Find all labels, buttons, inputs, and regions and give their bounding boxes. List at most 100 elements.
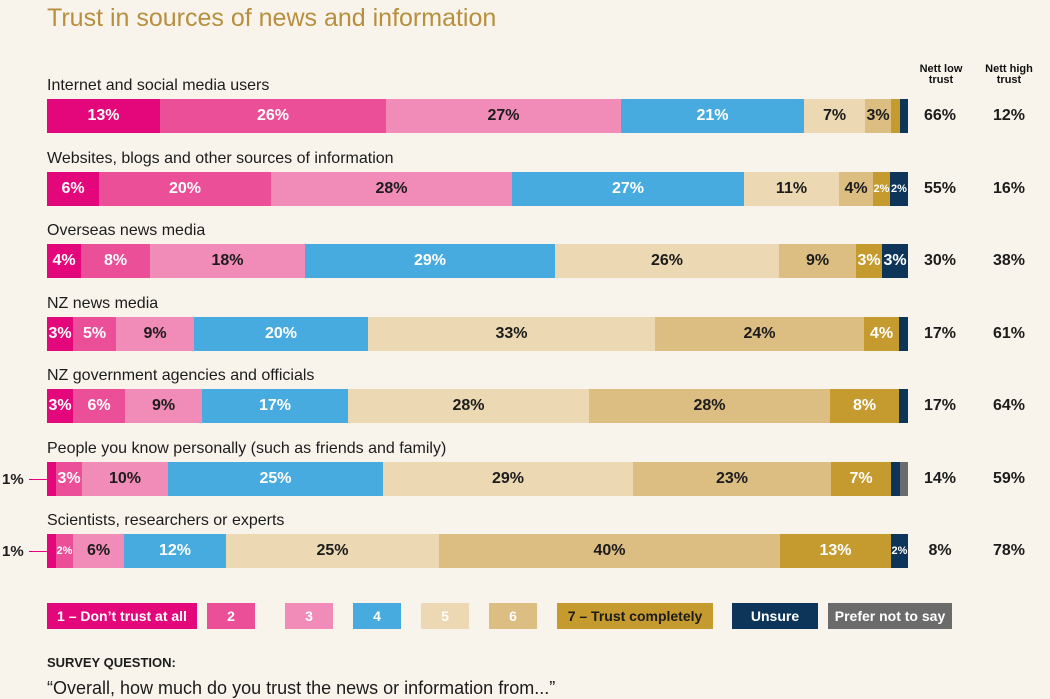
column-header-nett-low: Nett low trust <box>919 63 963 86</box>
bar-segment-c4: 25% <box>168 462 383 496</box>
bar-segment-unsure: 3% <box>882 244 908 278</box>
row-label: Internet and social media users <box>47 77 270 94</box>
chart-title: Trust in sources of news and information <box>47 4 497 32</box>
bar-segment-c6: 24% <box>655 317 864 351</box>
bar-segment-c5: 33% <box>368 317 655 351</box>
chart-row: Internet and social media users 13% 26% 27%… <box>0 77 1050 139</box>
bar-segment-c5: 26% <box>555 244 779 278</box>
row-label: Overseas news media <box>47 222 206 239</box>
stacked-bar: 6% 20% 28% 27% 11% 4% 2% 2% <box>47 172 908 206</box>
chart-row: Websites, blogs and other sources of inf… <box>0 150 1050 212</box>
bar-segment-c7: 7% <box>831 462 891 496</box>
bar-segment-unsure <box>900 99 908 133</box>
nett-high-value: 16% <box>992 180 1026 197</box>
callout-label: 1% <box>2 542 24 560</box>
row-label: People you know personally (such as frie… <box>47 440 447 457</box>
bar-segment-c7: 8% <box>830 389 899 423</box>
bar-segment-c4: 17% <box>202 389 348 423</box>
row-label: NZ government agencies and officials <box>47 367 315 384</box>
stacked-bar: 13% 26% 27% 21% 7% 3% <box>47 99 908 133</box>
stacked-bar: 4% 8% 18% 29% 26% 9% 3% 3% <box>47 244 908 278</box>
nett-high-value: 61% <box>992 325 1026 342</box>
bar-segment-unsure <box>899 389 908 423</box>
bar-segment-c6: 23% <box>633 462 831 496</box>
bar-segment-c3: 18% <box>150 244 305 278</box>
nett-high-value: 64% <box>992 397 1026 414</box>
bar-segment-unsure: 2% <box>891 534 908 568</box>
bar-segment-c7: 13% <box>780 534 891 568</box>
bar-segment-c4: 20% <box>194 317 368 351</box>
bar-segment-pnts <box>900 462 908 496</box>
bar-segment-c4: 12% <box>124 534 226 568</box>
bar-segment-c5: 11% <box>744 172 839 206</box>
bar-segment-c3: 27% <box>386 99 621 133</box>
bar-segment-c3: 6% <box>73 534 124 568</box>
nett-high-value: 78% <box>992 542 1026 559</box>
legend-item-unsure: Unsure <box>732 603 818 629</box>
bar-segment-c1: 3% <box>47 389 73 423</box>
bar-segment-c3: 28% <box>271 172 512 206</box>
bar-segment-c4: 21% <box>621 99 804 133</box>
nett-high-value: 38% <box>992 252 1026 269</box>
bar-segment-c5: 28% <box>348 389 589 423</box>
chart-row: NZ government agencies and officials 3% 6%… <box>0 367 1050 429</box>
legend-item-pnts: Prefer not to say <box>828 603 952 629</box>
bar-segment-c3: 9% <box>125 389 202 423</box>
bar-segment-c2: 3% <box>56 462 82 496</box>
bar-segment-c2: 6% <box>73 389 125 423</box>
nett-low-value: 55% <box>923 180 957 197</box>
chart-row: Overseas news media 4% 8% 18% 29% 26% 9% 3% 3% 30… <box>0 222 1050 284</box>
bar-segment-c1 <box>47 534 56 568</box>
stacked-bar: 3% 5% 9% 20% 33% 24% 4% <box>47 317 908 351</box>
callout-label: 1% <box>2 470 24 488</box>
bar-segment-c6: 9% <box>779 244 856 278</box>
bar-segment-unsure <box>891 462 900 496</box>
bar-segment-c1: 4% <box>47 244 81 278</box>
legend-item-c2: 2 <box>207 603 255 629</box>
bar-segment-c6: 28% <box>589 389 830 423</box>
bar-segment-c7: 4% <box>864 317 899 351</box>
legend-item-c1: 1 – Don’t trust at all <box>47 603 197 629</box>
nett-low-value: 30% <box>923 252 957 269</box>
bar-segment-c6: 4% <box>839 172 873 206</box>
nett-low-value: 66% <box>923 107 957 124</box>
stacked-bar: 3% 6% 9% 17% 28% 28% 8% <box>47 389 908 423</box>
nett-low-value: 17% <box>923 325 957 342</box>
bar-segment-c5: 25% <box>226 534 439 568</box>
nett-high-value: 59% <box>992 470 1026 487</box>
callout-leader-line <box>29 479 47 480</box>
bar-segment-c5: 29% <box>383 462 633 496</box>
nett-low-value: 14% <box>923 470 957 487</box>
bar-segment-c3: 9% <box>116 317 194 351</box>
bar-segment-unsure: 2% <box>890 172 908 206</box>
legend-item-c4: 4 <box>353 603 401 629</box>
row-label: Scientists, researchers or experts <box>47 512 285 529</box>
bar-segment-c1 <box>47 462 56 496</box>
bar-segment-c1: 13% <box>47 99 160 133</box>
stacked-bar: 3% 10% 25% 29% 23% 7% <box>47 462 908 496</box>
bar-segment-c7: 3% <box>856 244 882 278</box>
bar-segment-unsure <box>899 317 908 351</box>
bar-segment-c2: 5% <box>73 317 116 351</box>
chart-row: Scientists, researchers or experts 2% 6% 12… <box>0 512 1050 574</box>
bar-segment-c6: 3% <box>865 99 891 133</box>
bar-segment-c4: 27% <box>512 172 744 206</box>
bar-segment-c7: 2% <box>873 172 890 206</box>
column-header-nett-high: Nett high trust <box>985 63 1033 86</box>
bar-segment-c6: 40% <box>439 534 780 568</box>
bar-segment-c5: 7% <box>804 99 865 133</box>
legend-item-c7: 7 – Trust completely <box>557 603 713 629</box>
nett-low-value: 8% <box>928 542 952 559</box>
survey-question-label: SURVEY QUESTION: <box>47 655 176 670</box>
stacked-bar: 2% 6% 12% 25% 40% 13% 2% <box>47 534 908 568</box>
bar-segment-c1: 3% <box>47 317 73 351</box>
bar-segment-c2: 26% <box>160 99 386 133</box>
bar-segment-c2: 20% <box>99 172 271 206</box>
bar-segment-c4: 29% <box>305 244 555 278</box>
bar-segment-c7 <box>891 99 900 133</box>
chart-row: NZ news media 3% 5% 9% 20% 33% 24% 4% 17% 61% <box>0 295 1050 357</box>
legend-item-c5: 5 <box>421 603 469 629</box>
nett-low-value: 17% <box>923 397 957 414</box>
chart-row: People you know personally (such as frie… <box>0 440 1050 502</box>
row-label: NZ news media <box>47 295 159 312</box>
